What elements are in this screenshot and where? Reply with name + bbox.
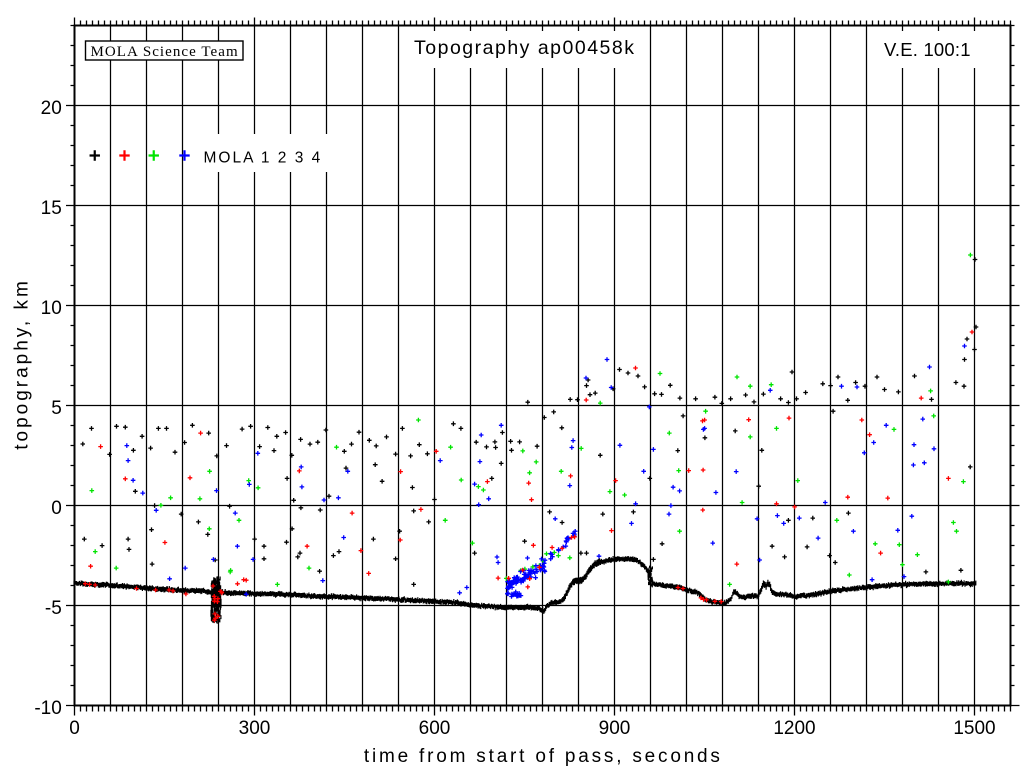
svg-text:1200: 1200: [773, 718, 815, 739]
svg-text:1500: 1500: [953, 718, 995, 739]
svg-text:time from start of pass, secon: time from start of pass, seconds: [364, 746, 723, 767]
svg-text:0: 0: [51, 498, 62, 519]
svg-text:600: 600: [419, 718, 451, 739]
svg-text:10: 10: [41, 298, 62, 319]
svg-text:V.E. 100:1: V.E. 100:1: [884, 39, 971, 60]
svg-text:20: 20: [41, 98, 62, 119]
svg-text:Topography ap00458k: Topography ap00458k: [414, 37, 636, 59]
svg-text:topography, km: topography, km: [12, 278, 33, 450]
svg-text:-10: -10: [34, 698, 61, 719]
svg-text:-5: -5: [45, 598, 62, 619]
svg-text:15: 15: [41, 198, 62, 219]
svg-text:0: 0: [69, 718, 80, 739]
svg-text:MOLA Science Team: MOLA Science Team: [91, 44, 239, 60]
svg-text:5: 5: [51, 398, 62, 419]
svg-text:MOLA 1 2 3 4: MOLA 1 2 3 4: [204, 150, 323, 167]
svg-text:300: 300: [239, 718, 271, 739]
svg-text:900: 900: [599, 718, 631, 739]
